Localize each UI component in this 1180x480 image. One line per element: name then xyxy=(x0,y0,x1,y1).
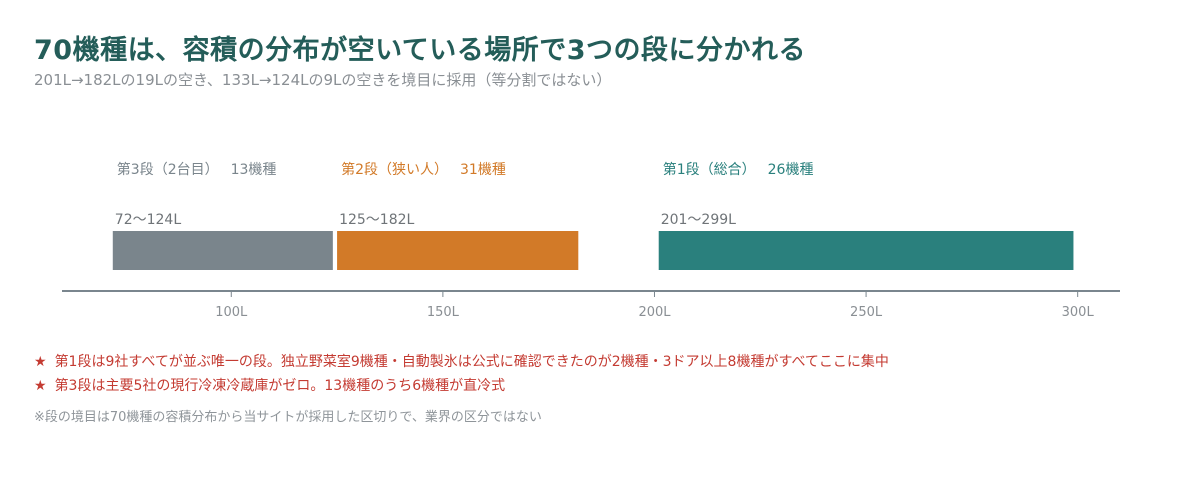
note-text: 第3段は主要5社の現行冷凍冷蔵庫がゼロ。13機種のうち6機種が直冷式 xyxy=(54,378,506,394)
note-text: 第1段は9社すべてが並ぶ唯一の段。独立野菜室9機種・自動製氷は公式に確認できたの… xyxy=(54,354,889,370)
tier-count: 31機種 xyxy=(460,162,506,178)
tier-label: 第2段（狭い人） 31機種 xyxy=(341,161,506,178)
x-tick-label: 200L xyxy=(638,305,671,320)
note-tier3: ★ 第3段は主要5社の現行冷凍冷蔵庫がゼロ。13機種のうち6機種が直冷式 xyxy=(34,374,889,398)
range-label: 125～182L xyxy=(339,212,414,228)
range-label: 201～299L xyxy=(661,212,736,228)
tier-label: 第3段（2台目） 13機種 xyxy=(117,161,277,178)
tier-count: 26機種 xyxy=(768,162,814,178)
x-tick-label: 250L xyxy=(850,305,883,320)
note-tier1: ★ 第1段は9社すべてが並ぶ唯一の段。独立野菜室9機種・自動製氷は公式に確認できた… xyxy=(34,350,889,374)
page-subtitle: 201L→182Lの19Lの空き、133L→124Lの9Lの空きを境目に採用（等… xyxy=(34,71,612,89)
range-label: 72～124L xyxy=(115,212,182,228)
tier-name: 第1段（総合） xyxy=(663,161,756,178)
footnote: ※段の境目は70機種の容積分布から当サイトが採用した区切りで、業界の区分ではない xyxy=(34,410,542,425)
star-icon: ★ xyxy=(34,354,47,370)
range-bar-3 xyxy=(658,231,1074,270)
range-bar-1 xyxy=(112,231,333,270)
tier-label: 第1段（総合） 26機種 xyxy=(663,161,814,178)
page-title: 70機種は、容積の分布が空いている場所で3つの段に分かれる xyxy=(34,35,807,66)
x-tick-label: 150L xyxy=(427,305,460,320)
tier-name: 第3段（2台目） xyxy=(117,161,219,178)
x-tick-label: 100L xyxy=(215,305,248,320)
x-tick-label: 300L xyxy=(1062,305,1095,320)
tier-count: 13機種 xyxy=(231,162,277,178)
range-chart: 100L 150L 200L 250L 300L 72～124L 第3段（2台目） 13機種 1… xyxy=(62,161,1120,320)
notes: ★ 第1段は9社すべてが並ぶ唯一の段。独立野菜室9機種・自動製氷は公式に確認できた… xyxy=(34,350,889,425)
range-bar-2 xyxy=(337,231,579,270)
tier-name: 第2段（狭い人） xyxy=(341,161,448,178)
star-icon: ★ xyxy=(34,378,47,394)
